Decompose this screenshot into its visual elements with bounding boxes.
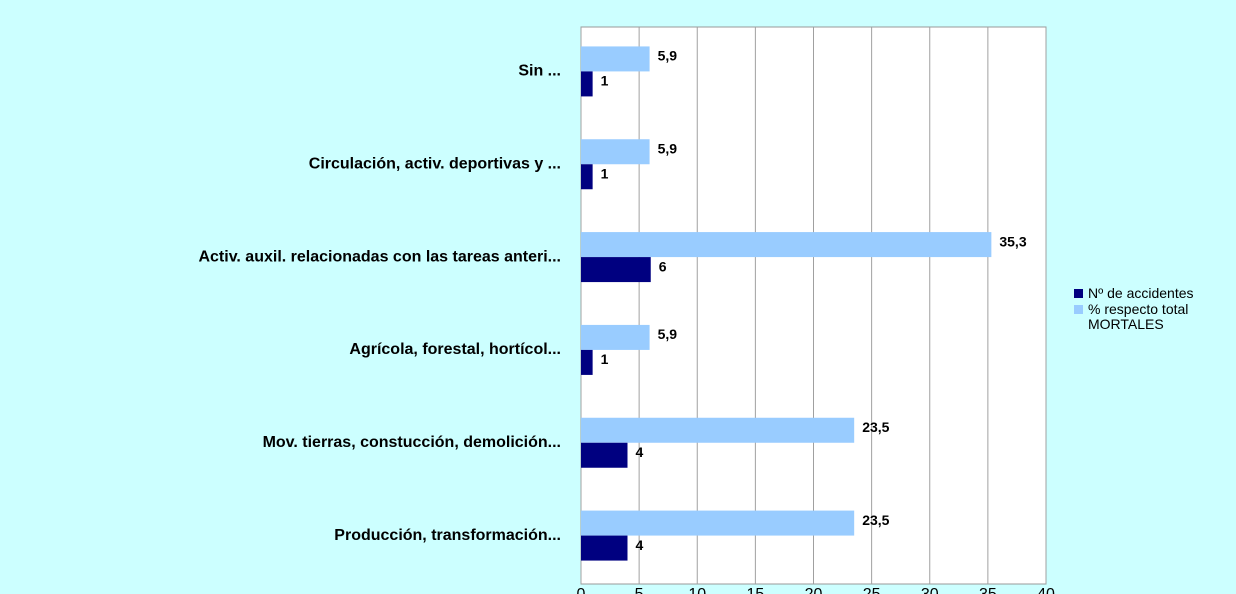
x-tick-label: 35 [979, 586, 997, 594]
bar [581, 442, 628, 468]
bar [581, 46, 650, 72]
data-label: 35,3 [999, 233, 1026, 249]
data-label: 1 [601, 73, 609, 89]
bar [581, 164, 593, 190]
legend-label: % respecto total MORTALES [1088, 301, 1189, 332]
category-label: Mov. tierras, constucción, demolición... [263, 434, 561, 451]
data-label: 5,9 [658, 48, 678, 64]
x-tick-label: 15 [746, 586, 764, 594]
bar [581, 324, 650, 350]
bar [581, 257, 651, 283]
bar [581, 417, 855, 443]
x-tick-label: 25 [863, 586, 881, 594]
category-label: Agrícola, forestal, hortícol... [349, 341, 561, 358]
x-tick-label: 5 [635, 586, 644, 594]
data-label: 4 [636, 444, 644, 460]
data-label: 23,5 [862, 512, 889, 528]
category-label: Producción, transformación... [334, 527, 561, 544]
data-label: 4 [636, 537, 644, 553]
data-label: 1 [601, 165, 609, 181]
data-label: 6 [659, 258, 667, 274]
legend-swatch [1074, 289, 1083, 298]
data-label: 5,9 [658, 140, 678, 156]
legend-label: Nº de accidentes [1088, 285, 1194, 301]
legend-swatch [1074, 305, 1083, 314]
category-label: Sin ... [518, 63, 561, 80]
bar [581, 349, 593, 375]
x-tick-label: 20 [805, 586, 823, 594]
x-tick-label: 10 [688, 586, 706, 594]
bar [581, 535, 628, 561]
bar [581, 510, 855, 536]
category-label: Circulación, activ. deportivas y ... [309, 155, 561, 172]
x-tick-label: 0 [577, 586, 586, 594]
bar [581, 71, 593, 97]
data-label: 23,5 [862, 419, 889, 435]
data-label: 1 [601, 351, 609, 367]
bar [581, 139, 650, 165]
category-label: Activ. auxil. relacionadas con las tarea… [198, 248, 561, 265]
x-tick-label: 30 [921, 586, 939, 594]
data-label: 5,9 [658, 326, 678, 342]
x-tick-label: 40 [1037, 586, 1055, 594]
bar [581, 232, 992, 258]
